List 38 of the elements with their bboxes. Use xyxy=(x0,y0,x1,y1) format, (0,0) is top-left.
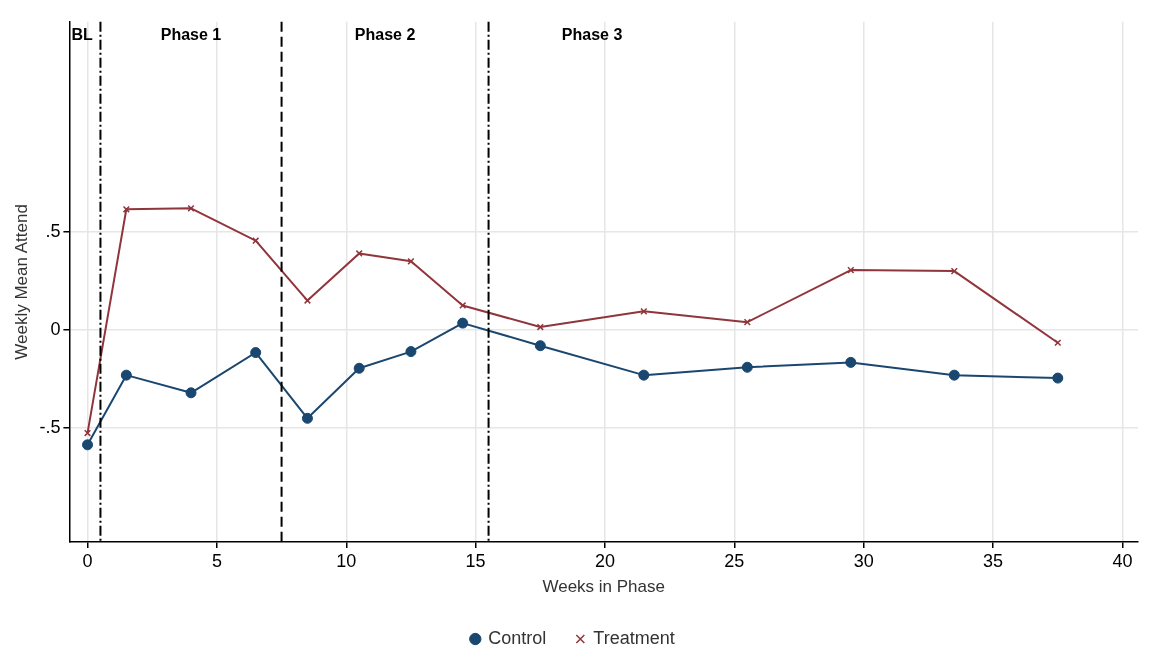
point xyxy=(185,387,197,399)
x-tick-label: 35 xyxy=(983,550,1004,571)
point xyxy=(83,429,92,437)
x-tick-label: 20 xyxy=(594,550,616,571)
legend-label: Control xyxy=(488,627,547,648)
point xyxy=(1052,372,1064,384)
annotation: Phase 1 xyxy=(160,26,222,44)
point xyxy=(250,347,262,359)
point xyxy=(534,340,546,352)
point xyxy=(457,317,469,329)
point xyxy=(252,237,260,245)
point xyxy=(353,362,365,374)
y-tick-label: .5 xyxy=(45,220,61,241)
x-tick-label: 40 xyxy=(1112,550,1133,571)
point xyxy=(741,361,753,373)
annotation: BL xyxy=(71,26,93,44)
x-axis-title: Weeks in Phase xyxy=(542,577,665,597)
y-axis-title: Weekly Mean Attend xyxy=(11,204,31,360)
point xyxy=(845,356,857,368)
x-tick-label: 15 xyxy=(465,550,486,571)
annotation: Phase 2 xyxy=(354,26,416,44)
point xyxy=(82,439,94,451)
x-tick-label: 30 xyxy=(853,550,874,571)
x-tick-label: 10 xyxy=(336,550,357,571)
x-tick-label: 25 xyxy=(724,550,745,571)
x-tick-label: 5 xyxy=(211,550,222,571)
point xyxy=(301,412,313,424)
point xyxy=(120,369,132,381)
point xyxy=(948,369,960,381)
point xyxy=(1054,339,1062,347)
y-tick-label: 0 xyxy=(50,318,61,339)
point xyxy=(303,296,312,305)
x-tick-label: 0 xyxy=(82,550,93,571)
point xyxy=(638,369,650,381)
legend-label: Treatment xyxy=(593,627,675,648)
annotation: Phase 3 xyxy=(561,26,623,44)
y-tick-label: -.5 xyxy=(39,417,61,438)
point xyxy=(405,346,417,358)
